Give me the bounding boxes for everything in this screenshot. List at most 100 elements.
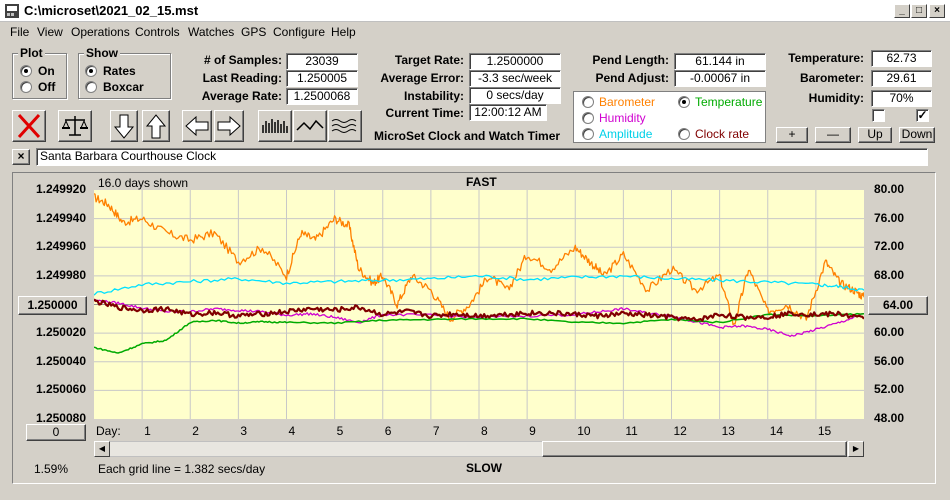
scroll-left-button[interactable]: ◀	[94, 441, 110, 457]
barometer-env-field: 29.61	[871, 70, 932, 87]
temperature-radio[interactable]	[678, 96, 690, 108]
samples-label: # of Samples:	[203, 53, 282, 67]
barometer-radio[interactable]	[582, 96, 594, 108]
y-left-tick-label: 1.249960	[35, 239, 86, 254]
instability-label: Instability:	[403, 89, 464, 103]
histogram-button[interactable]	[258, 110, 292, 142]
series-line-clock-rate	[93, 298, 865, 322]
zero-button[interactable]: 0	[26, 424, 86, 441]
temperature-label: Temperature	[695, 95, 763, 109]
day-axis-label: Day:	[96, 424, 121, 438]
pend-adjust-field: -0.00067 in	[674, 70, 766, 87]
show-boxcar-label: Boxcar	[103, 80, 144, 94]
minimize-button[interactable]: _	[894, 4, 910, 18]
amplitude-radio[interactable]	[582, 128, 594, 140]
y-right-tick-label: 60.00	[874, 325, 905, 340]
menu-file[interactable]: File	[10, 25, 30, 39]
pend-adjust-label: Pend Adjust:	[595, 71, 669, 85]
x-tick-label: 15	[817, 424, 832, 438]
amplitude-label: Amplitude	[599, 127, 653, 141]
clock-rate-radio[interactable]	[678, 128, 690, 140]
temperature-env-label: Temperature:	[788, 51, 864, 65]
line-chart-icon	[296, 119, 324, 131]
up-button[interactable]: Up	[858, 127, 892, 143]
menu-view[interactable]: View	[37, 25, 63, 39]
series-select-panel	[573, 91, 766, 143]
stop-button[interactable]	[12, 110, 46, 142]
x-tick-label: 8	[481, 424, 488, 438]
menu-bar: File View Operations Controls Watches GP…	[0, 22, 950, 42]
average-error-label: Average Error:	[380, 71, 464, 85]
up-arrow-button[interactable]	[142, 110, 170, 142]
scale-icon	[62, 116, 88, 136]
y-right-tick-label: 80.00	[874, 182, 905, 196]
series-line-temperature	[93, 312, 865, 354]
down-button[interactable]: Down	[899, 127, 935, 143]
menu-gps[interactable]: GPS	[241, 25, 267, 39]
x-tick-label: 12	[673, 424, 687, 438]
window-title: C:\microset\2021_02_15.mst	[24, 3, 199, 18]
y-left-tick-label: 1.250060	[35, 382, 86, 397]
y-left-tick-label: 1.250020	[35, 325, 86, 340]
wave-icon	[331, 119, 357, 133]
plot-on-radio[interactable]	[20, 65, 32, 77]
close-button[interactable]: ×	[929, 4, 945, 18]
left-rate-button[interactable]: 1.250000	[18, 296, 87, 315]
scroll-thumb[interactable]	[542, 441, 847, 457]
status-percent: 1.59%	[34, 462, 69, 476]
down-arrow-button[interactable]	[110, 110, 138, 142]
y-left-tick-label: 1.249920	[35, 182, 86, 196]
show-rates-radio[interactable]	[85, 65, 97, 77]
down-arrow-icon	[113, 114, 135, 139]
plot-group-title: Plot	[18, 46, 45, 60]
minus-button[interactable]: —	[815, 127, 851, 143]
y-right-tick-label: 56.00	[874, 353, 905, 368]
scroll-right-button[interactable]: ▶	[848, 441, 864, 457]
right-arrow-button[interactable]	[214, 110, 244, 142]
line-chart-button[interactable]	[293, 110, 327, 142]
x-tick-label: 1	[144, 424, 151, 438]
x-tick-label: 2	[192, 424, 199, 438]
up-arrow-icon	[145, 114, 167, 139]
pend-length-label: Pend Length:	[592, 53, 669, 67]
plus-button[interactable]: +	[776, 127, 808, 143]
slow-label: SLOW	[466, 461, 502, 475]
x-tick-label: 6	[384, 424, 392, 438]
x-tick-label: 10	[577, 424, 591, 438]
bar-chart-icon	[262, 119, 288, 133]
average-error-field: -3.3 sec/week	[469, 70, 561, 87]
right-temp-button[interactable]: 64.00	[868, 296, 928, 315]
x-tick-label: 5	[336, 424, 344, 438]
y-right-tick-label: 76.00	[874, 210, 905, 225]
series-line-amplitude	[93, 274, 865, 296]
show-boxcar-radio[interactable]	[85, 81, 97, 93]
humidity-env-label: Humidity:	[808, 91, 864, 105]
clock-rate-label: Clock rate	[695, 127, 750, 141]
menu-controls[interactable]: Controls	[135, 25, 180, 39]
x-tick-label: 11	[625, 424, 638, 438]
humidity-radio[interactable]	[582, 112, 594, 124]
barometer-label: Barometer	[599, 95, 656, 109]
current-time-label: Current Time:	[385, 106, 464, 120]
menu-watches[interactable]: Watches	[188, 25, 235, 39]
menu-help[interactable]: Help	[331, 25, 356, 39]
maximize-button[interactable]: □	[911, 4, 927, 18]
plot-off-label: Off	[38, 80, 56, 94]
x-tick-label: 3	[240, 424, 248, 438]
plot-off-radio[interactable]	[20, 81, 32, 93]
y-right-tick-label: 52.00	[874, 382, 905, 397]
samples-field: 23039	[286, 53, 358, 70]
left-arrow-button[interactable]	[182, 110, 212, 142]
option-checkbox-2[interactable]: ✓	[916, 108, 929, 122]
clear-clock-button[interactable]: ×	[12, 149, 30, 165]
menu-operations[interactable]: Operations	[71, 25, 130, 39]
clock-name-input[interactable]: Santa Barbara Courthouse Clock	[36, 148, 928, 166]
wave-button[interactable]	[328, 110, 362, 142]
menu-configure[interactable]: Configure	[273, 25, 326, 39]
balance-button[interactable]	[58, 110, 92, 142]
app-caption: MicroSet Clock and Watch Timer	[374, 129, 561, 143]
humidity-env-field: 70%	[871, 90, 932, 107]
pend-length-field: 61.144 in	[674, 53, 766, 70]
grid-line-note: Each grid line = 1.382 secs/day	[98, 462, 266, 476]
option-checkbox-1[interactable]	[872, 109, 885, 122]
